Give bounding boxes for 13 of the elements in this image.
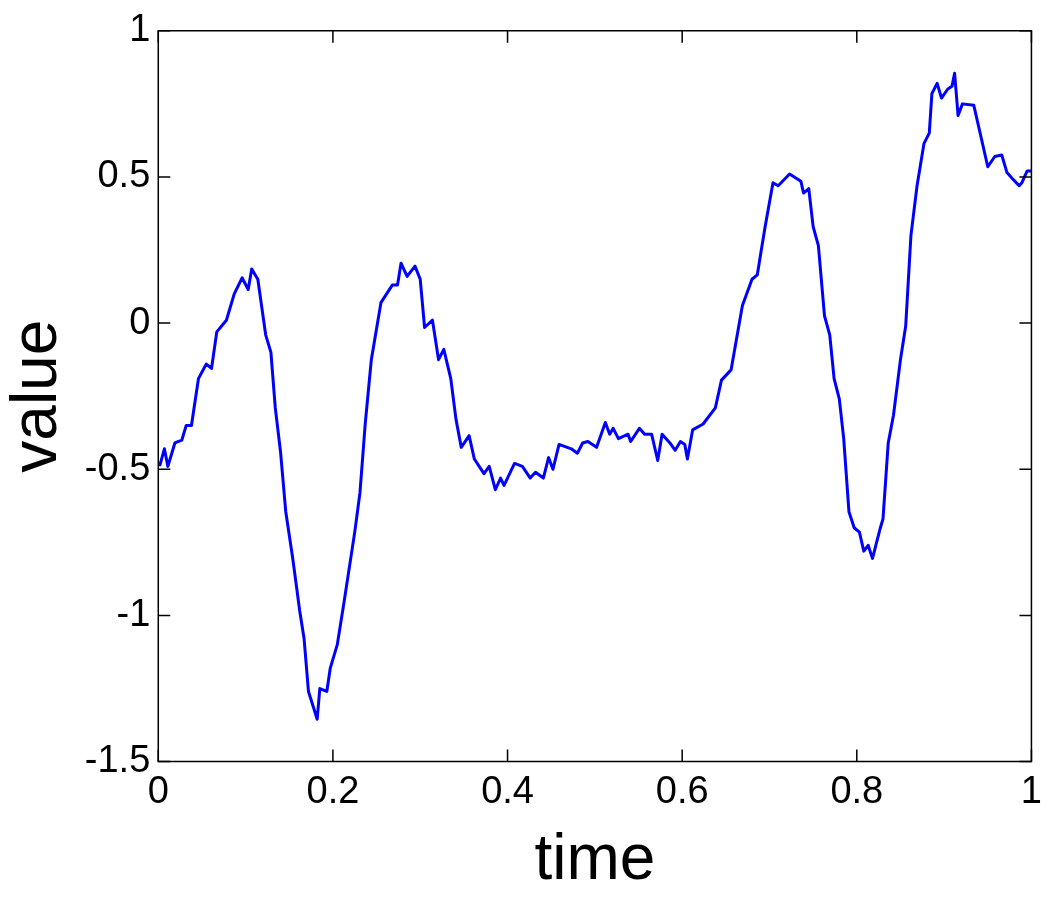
y-tick-label: 0 (129, 299, 151, 342)
y-tick-label: -1 (116, 591, 151, 634)
x-tick-label: 0.4 (481, 768, 534, 811)
x-tick-label: 0.2 (306, 768, 360, 811)
x-axis-title: time (534, 821, 656, 894)
y-axis-title: value (0, 319, 71, 473)
y-tick-label: 1 (129, 7, 151, 50)
y-tick-label: 0.5 (97, 153, 151, 196)
y-tick-label: -0.5 (84, 445, 151, 488)
x-tick-label: 0.8 (830, 768, 884, 811)
x-tick-label: 0.6 (655, 768, 709, 811)
y-tick-label: -1.5 (84, 738, 151, 781)
x-tick-label: 1 (1020, 768, 1042, 811)
